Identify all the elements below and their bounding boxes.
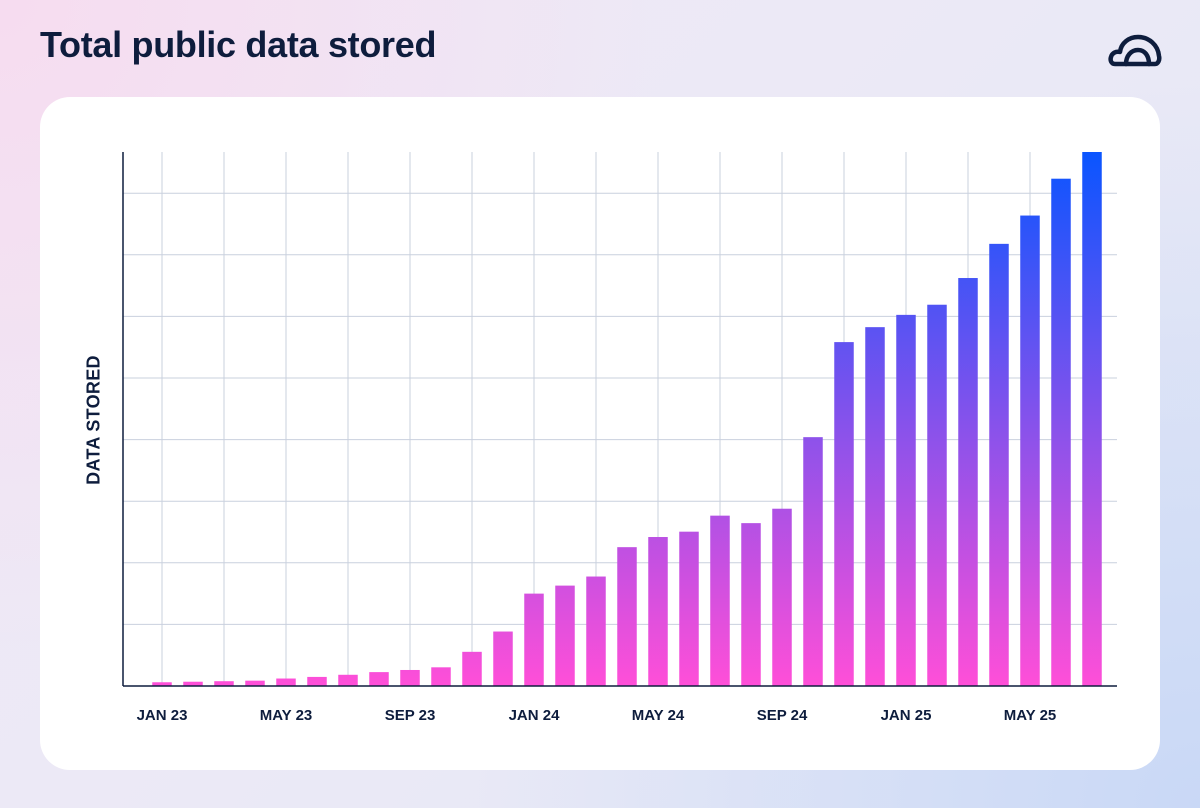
bar [834,342,854,686]
bar [462,651,482,686]
bar [586,576,606,686]
bar [865,327,885,686]
x-tick-label: MAY 25 [1004,707,1057,724]
bar [927,304,947,686]
cloud-gauge-icon [1108,34,1162,67]
bar [989,243,1009,686]
bar [307,676,327,686]
chart-bars [152,152,1102,686]
bar [555,585,575,686]
x-tick-label: JAN 25 [881,707,932,724]
x-tick-labels: JAN 23 MAY 23 SEP 23 JAN 24 MAY 24 SEP 24 JAN … [137,707,1057,724]
bar [1082,152,1102,686]
x-tick-label: SEP 24 [757,707,808,724]
bar [524,593,544,686]
x-tick-label: SEP 23 [385,707,436,724]
bar [431,667,451,686]
bar [369,672,389,686]
bar [803,437,823,686]
x-tick-label: MAY 23 [260,707,313,724]
bar [772,508,792,686]
bar [400,669,420,686]
bar [741,523,761,686]
bar [183,681,203,686]
x-tick-label: JAN 24 [509,707,561,724]
bar [710,515,730,686]
bar [338,674,358,686]
bar [896,314,916,686]
bar [214,681,234,686]
bar [1051,178,1071,686]
bar [493,631,513,686]
bar [648,537,668,686]
bar [152,682,172,686]
bar [958,278,978,686]
bar [617,547,637,686]
bar [679,531,699,686]
bar [1020,215,1040,686]
chart-axes [122,152,1117,687]
page-title: Total public data stored [40,24,437,65]
bar [276,678,296,686]
bar [245,680,265,686]
x-tick-label: MAY 24 [632,707,685,724]
x-tick-label: JAN 23 [137,707,188,724]
